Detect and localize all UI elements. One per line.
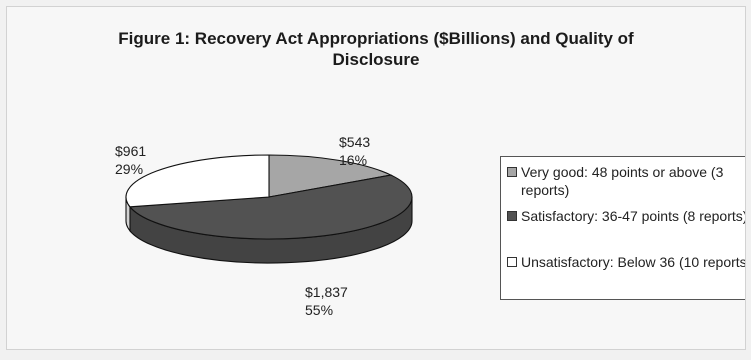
slice-label-unsatisfactory: $961 29% [115,142,146,178]
slice-value-satisfactory: $1,837 [305,283,348,301]
slice-percent-satisfactory: 55% [305,301,348,319]
slice-label-very-good: $543 16% [339,133,370,169]
slice-value-very-good: $543 [339,133,370,151]
legend-label-unsatisfactory: Unsatisfactory: Below 36 (10 reports) [521,253,746,271]
legend-swatch-unsatisfactory [507,257,517,267]
legend-label-satisfactory: Satisfactory: 36-47 points (8 reports) [521,207,746,225]
slice-value-unsatisfactory: $961 [115,142,146,160]
slice-percent-unsatisfactory: 29% [115,160,146,178]
legend-label-very-good: Very good: 48 points or above (3 reports… [521,163,746,199]
chart-area: Figure 1: Recovery Act Appropriations ($… [6,6,746,350]
slice-percent-very-good: 16% [339,151,370,169]
chart-legend: Very good: 48 points or above (3 reports… [500,156,746,300]
legend-swatch-very-good [507,167,517,177]
legend-swatch-satisfactory [507,211,517,221]
slice-label-satisfactory: $1,837 55% [305,283,348,319]
pie-slice-unsatisfactory [126,155,269,207]
